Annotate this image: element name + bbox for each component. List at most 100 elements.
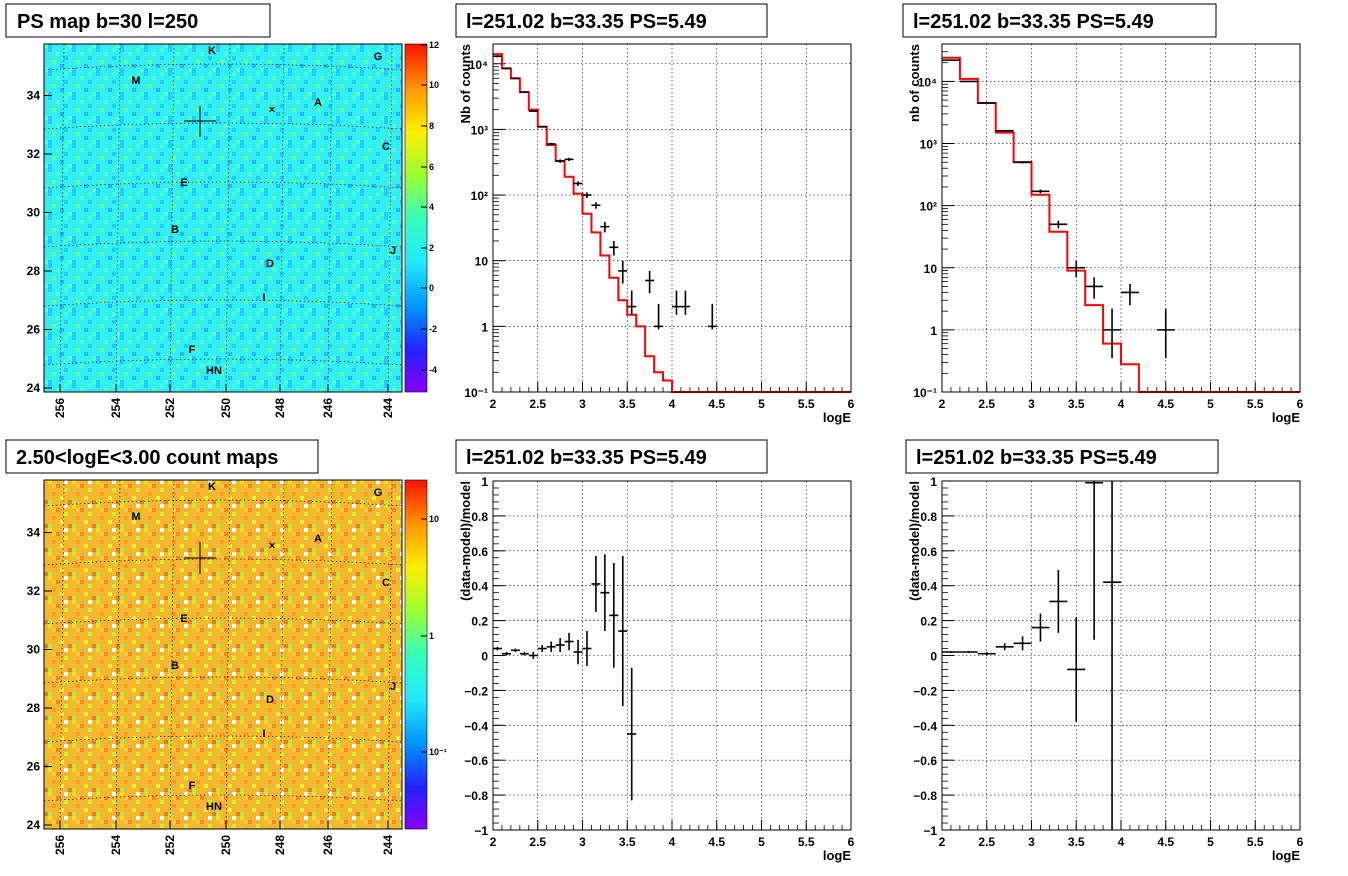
y-tick-label: 0.2	[471, 615, 488, 629]
source-label: D	[266, 694, 274, 706]
x-tick-label: 2	[939, 397, 946, 411]
colorbar-tick-label: 6	[429, 162, 434, 172]
y-tick-label: 1	[481, 320, 488, 334]
map-x-tick-label: 248	[273, 398, 287, 418]
source-label: G	[374, 487, 383, 499]
data-point	[672, 290, 681, 315]
ps-map-plot[interactable]	[44, 44, 402, 392]
source-label: K	[208, 481, 216, 493]
y-tick-label: 0.8	[920, 510, 937, 524]
y-tick-label: −0.8	[464, 789, 488, 803]
residual-point	[546, 641, 556, 653]
spectrum-1-plot-area[interactable]	[493, 44, 851, 392]
y-tick-label: 0.6	[920, 545, 937, 559]
source-label: M	[131, 511, 140, 523]
residual-point	[942, 651, 960, 653]
residual-1-plot-area[interactable]	[493, 481, 851, 830]
spectrum-1-frame	[492, 43, 852, 393]
map-x-tick-label: 248	[273, 835, 287, 855]
count-map-title: 2.50<logE<3.00 count maps	[16, 447, 278, 469]
x-tick-label: 2.5	[978, 397, 995, 411]
spectrum-2-x-axis-label: logE	[1272, 410, 1300, 425]
residual-point	[591, 556, 601, 612]
count-map-source-labels: K G M A C E B J D I F HN ×	[131, 481, 396, 813]
x-tick-label: 5.5	[798, 835, 815, 849]
residual-point	[519, 652, 529, 656]
x-tick-label: 3.5	[619, 397, 636, 411]
y-tick-label: 10	[924, 262, 938, 276]
source-label: E	[180, 613, 187, 625]
residual-2-frame	[941, 480, 1301, 831]
residual-point	[555, 638, 565, 653]
count-map-title-box	[5, 439, 319, 474]
residual-point	[995, 643, 1014, 651]
residual-point	[573, 639, 583, 665]
data-point	[582, 192, 592, 199]
y-tick-label: 10⁴	[918, 75, 937, 89]
map-y-tick-label: 24	[27, 818, 41, 832]
ps-map-target-marker	[184, 106, 216, 137]
data-point	[564, 157, 574, 162]
ps-map-title-box	[5, 3, 271, 38]
ps-map-frame	[43, 43, 403, 393]
residual-1-frame	[492, 480, 852, 831]
y-tick-label: 0.4	[920, 580, 937, 594]
map-x-tick-label: 256	[53, 835, 67, 855]
map-y-tick-label: 28	[27, 264, 41, 278]
map-y-tick-label: 34	[27, 526, 41, 540]
count-map-colorbar-ticks: 10 1 10⁻¹	[421, 514, 447, 757]
residual-point	[1067, 617, 1086, 722]
x-tick-label: 2	[490, 397, 497, 411]
map-x-marker: ×	[269, 104, 275, 116]
data-point	[528, 110, 538, 112]
spectrum-2-title-box	[902, 3, 1217, 38]
y-tick-label: −0.4	[464, 719, 488, 733]
map-x-marker: ×	[269, 540, 275, 552]
spectrum-2-plot-area[interactable]	[942, 44, 1300, 392]
colorbar-tick-label: 0	[429, 283, 434, 293]
data-point	[618, 260, 628, 284]
map-y-tick-label: 32	[27, 147, 41, 161]
x-tick-label: 4.5	[1157, 397, 1174, 411]
map-y-tick-label: 32	[27, 584, 41, 598]
colorbar-tick-label: -4	[429, 365, 437, 375]
data-point	[645, 270, 655, 294]
map-y-tick-label: 28	[27, 701, 41, 715]
data-point	[680, 290, 690, 315]
x-tick-label: 4	[1118, 835, 1125, 849]
data-point	[959, 80, 978, 83]
colorbar-tick-label: 1	[429, 631, 434, 641]
source-label: E	[180, 177, 187, 189]
map-y-tick-label: 30	[27, 206, 41, 220]
map-x-tick-label: 252	[163, 835, 177, 855]
x-tick-label: 4.5	[1157, 835, 1174, 849]
data-point	[493, 55, 502, 58]
spectrum-2-frame	[941, 43, 1301, 393]
data-point	[546, 142, 556, 146]
x-tick-label: 4.5	[708, 835, 725, 849]
residual-2-panel: l=251.02 b=33.35 PS=5.49 2 2.5 3 3.5 4 4.5 5 5.5…	[905, 439, 1304, 863]
source-label: F	[189, 344, 196, 356]
y-tick-label: 10⁻¹	[464, 386, 488, 400]
count-map-plot[interactable]	[44, 480, 402, 829]
residual-point	[959, 651, 978, 653]
residual-2-plot-area[interactable]	[942, 481, 1300, 830]
x-tick-label: 5.5	[798, 397, 815, 411]
y-tick-label: −1	[923, 824, 937, 838]
spectrum-2-title: l=251.02 b=33.35 PS=5.49	[913, 11, 1154, 33]
y-tick-label: −1	[474, 824, 488, 838]
x-tick-label: 6	[1297, 835, 1304, 849]
data-point	[510, 77, 520, 80]
x-tick-label: 2.5	[529, 397, 546, 411]
residual-2-title: l=251.02 b=33.35 PS=5.49	[916, 447, 1157, 469]
spectrum-2-panel: l=251.02 b=33.35 PS=5.49 2 2.5 3 3.5 4 4.5 5 5.5…	[902, 3, 1304, 425]
residual-1-x-axis-label: logE	[823, 848, 851, 863]
y-tick-label: 0	[930, 650, 937, 664]
residual-point	[537, 645, 547, 653]
residual-2-y-axis-label: (data-model)/model	[907, 481, 922, 601]
y-tick-label: 10⁻¹	[913, 386, 937, 400]
source-label: C	[382, 577, 390, 589]
map-y-tick-label: 30	[27, 643, 41, 657]
